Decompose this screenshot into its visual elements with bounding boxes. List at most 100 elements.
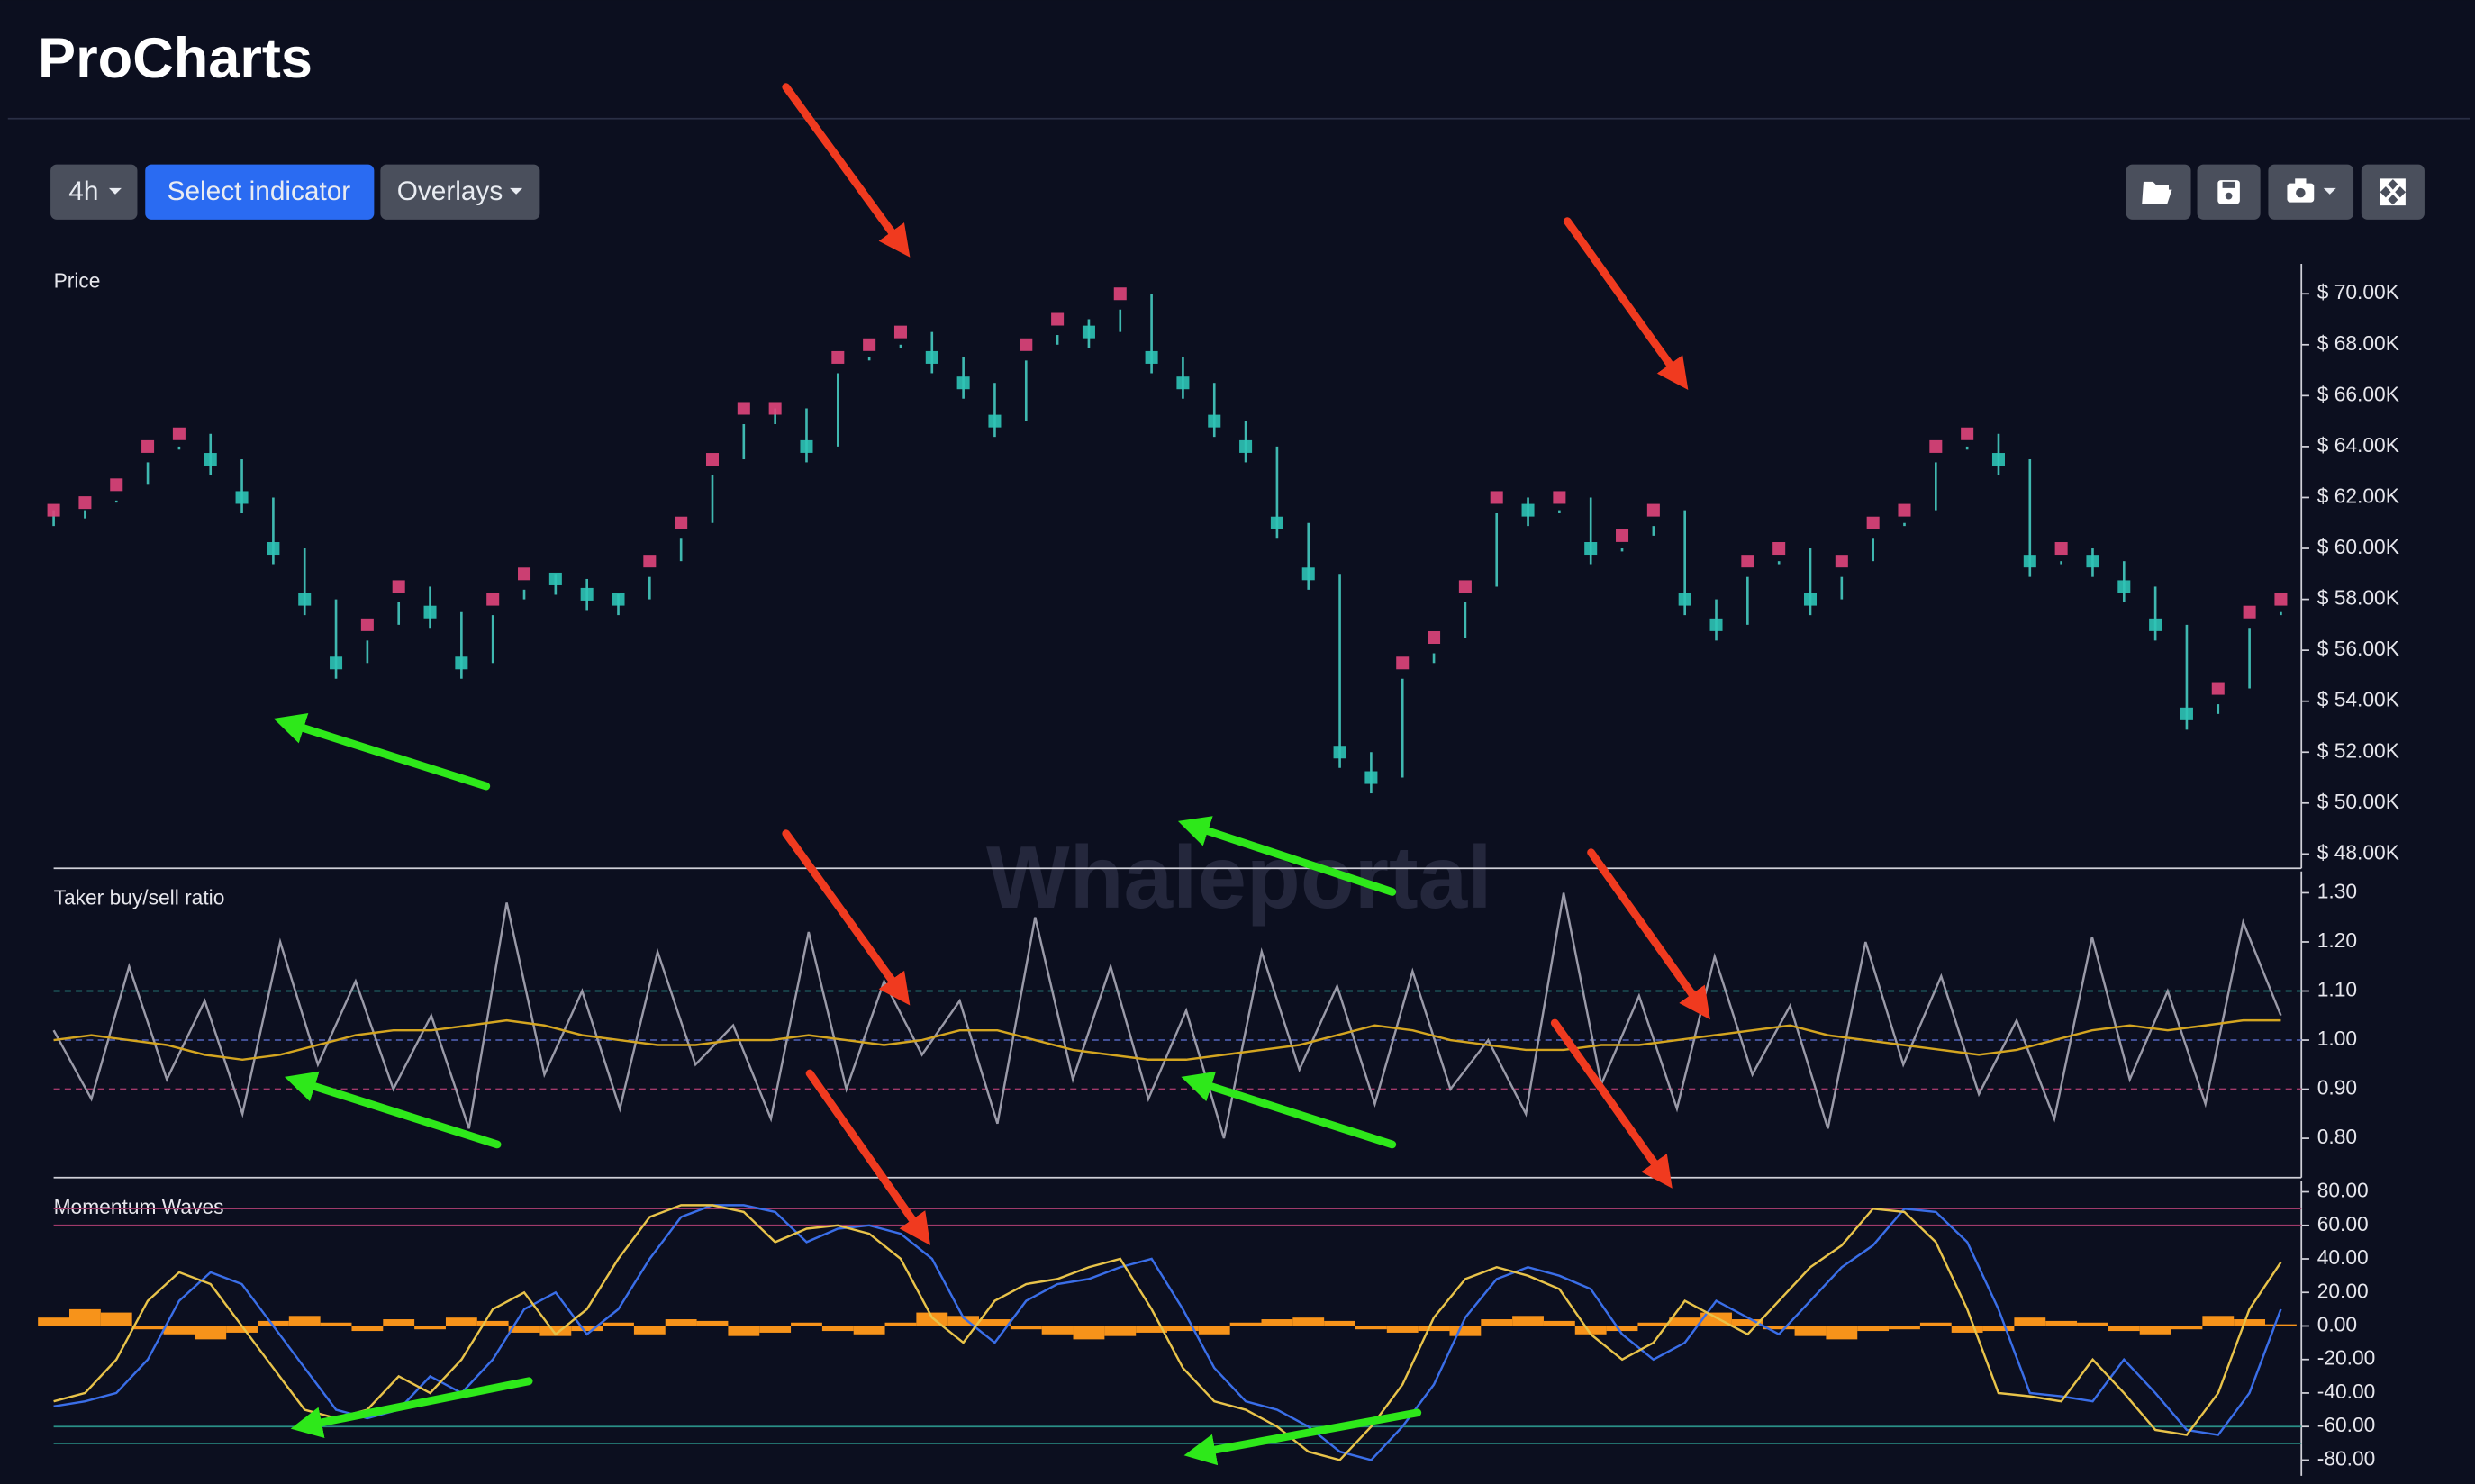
price-marker	[1866, 516, 1880, 529]
open-button[interactable]	[2126, 164, 2191, 220]
momentum-histogram-bar	[2077, 1322, 2108, 1326]
series-line	[53, 1204, 2282, 1461]
price-marker	[1584, 542, 1598, 556]
y-tick-label: -80.00	[2317, 1446, 2376, 1470]
momentum-histogram-bar	[1229, 1322, 1262, 1326]
price-marker	[455, 656, 468, 670]
price-marker	[1709, 618, 1723, 631]
momentum-histogram-bar	[1073, 1326, 1105, 1340]
momentum-histogram-bar	[1857, 1326, 1890, 1332]
price-marker	[1929, 439, 1943, 453]
price-marker	[1490, 491, 1503, 504]
price-marker	[518, 567, 531, 581]
y-tick-label: $ 50.00K	[2317, 790, 2399, 813]
momentum-histogram-bar	[821, 1326, 854, 1332]
series-line	[52, 892, 2282, 1139]
price-marker	[1428, 630, 1441, 645]
y-tick-label: $ 54.00K	[2317, 688, 2399, 711]
momentum-histogram-bar	[508, 1326, 540, 1333]
series-line	[53, 1204, 2282, 1461]
momentum-histogram-bar	[1198, 1326, 1230, 1335]
price-marker	[956, 376, 970, 390]
momentum-histogram-bar	[1637, 1322, 1670, 1326]
price-marker	[1051, 312, 1065, 326]
timeframe-dropdown[interactable]: 4h	[50, 164, 138, 220]
momentum-histogram-bar	[1355, 1326, 1387, 1330]
green-arrow	[290, 1377, 533, 1438]
momentum-histogram-bar	[2202, 1316, 2235, 1326]
price-marker	[78, 496, 92, 510]
momentum-histogram-bar	[414, 1326, 446, 1330]
select-indicator-button[interactable]: Select indicator	[145, 164, 375, 220]
y-tick-label: $ 52.00K	[2317, 738, 2399, 762]
app-title: ProCharts	[38, 27, 313, 90]
price-marker	[2180, 707, 2193, 720]
price-marker	[580, 587, 594, 601]
price-marker	[1772, 542, 1786, 556]
momentum-histogram-bar	[195, 1326, 227, 1340]
price-marker	[863, 338, 876, 351]
momentum-histogram-bar	[665, 1319, 697, 1326]
momentum-histogram-bar	[288, 1316, 321, 1326]
y-tick-label: -40.00	[2317, 1380, 2376, 1403]
momentum-histogram-bar	[383, 1319, 415, 1326]
momentum-histogram-bar	[884, 1322, 917, 1326]
price-marker	[1521, 503, 1535, 517]
green-arrow	[1177, 816, 1397, 896]
y-tick-label: $ 62.00K	[2317, 484, 2399, 507]
price-marker	[1961, 427, 1974, 440]
momentum-histogram-bar	[100, 1312, 132, 1326]
price-marker	[643, 555, 657, 568]
price-marker	[925, 350, 938, 364]
momentum-histogram-bar	[1010, 1326, 1042, 1330]
save-button[interactable]	[2197, 164, 2261, 220]
red-arrow	[782, 829, 911, 1006]
red-arrow	[1563, 217, 1689, 390]
price-marker	[204, 453, 217, 466]
momentum-histogram-bar	[2265, 1324, 2297, 1326]
red-arrow	[1587, 848, 1710, 1020]
momentum-histogram-bar	[476, 1320, 509, 1326]
price-marker	[1678, 593, 1691, 606]
price-marker	[423, 605, 437, 619]
green-arrow	[284, 1071, 502, 1149]
price-marker	[1333, 746, 1346, 759]
y-tick-label: -20.00	[2317, 1346, 2376, 1370]
green-arrow	[273, 712, 491, 791]
momentum-histogram-bar	[2014, 1317, 2046, 1326]
momentum-histogram-bar	[1324, 1320, 1355, 1326]
momentum-histogram-bar	[1449, 1326, 1482, 1336]
momentum-histogram-bar	[1889, 1326, 1920, 1330]
momentum-histogram-bar	[853, 1326, 885, 1335]
price-marker	[831, 350, 845, 364]
overlays-dropdown[interactable]: Overlays	[380, 164, 540, 220]
series-line	[53, 1018, 2281, 1062]
price-marker	[235, 491, 249, 504]
momentum-histogram-bar	[1386, 1326, 1419, 1333]
momentum-histogram-bar	[633, 1326, 666, 1335]
price-marker	[392, 580, 405, 593]
momentum-histogram-bar	[1292, 1317, 1325, 1326]
y-tick-label: 0.00	[2317, 1312, 2357, 1335]
momentum-histogram-bar	[791, 1322, 822, 1326]
price-marker	[675, 516, 688, 529]
fullscreen-button[interactable]	[2361, 164, 2425, 220]
momentum-histogram-bar	[131, 1326, 164, 1330]
price-marker	[1176, 376, 1190, 390]
green-arrow	[1183, 1408, 1422, 1466]
price-marker	[2274, 593, 2288, 606]
price-marker	[141, 439, 155, 453]
momentum-histogram-bar	[1481, 1319, 1513, 1326]
price-marker	[1020, 338, 1033, 351]
price-marker	[2211, 682, 2225, 695]
momentum-histogram-bar	[1512, 1316, 1544, 1326]
momentum-histogram-bar	[257, 1320, 289, 1326]
screenshot-dropdown[interactable]	[2268, 164, 2354, 220]
y-tick-label: 80.00	[2317, 1179, 2369, 1202]
price-marker	[1458, 580, 1472, 593]
price-marker	[705, 453, 720, 466]
momentum-histogram-bar	[2108, 1326, 2140, 1332]
price-marker	[360, 618, 374, 631]
price-marker	[2086, 555, 2099, 568]
